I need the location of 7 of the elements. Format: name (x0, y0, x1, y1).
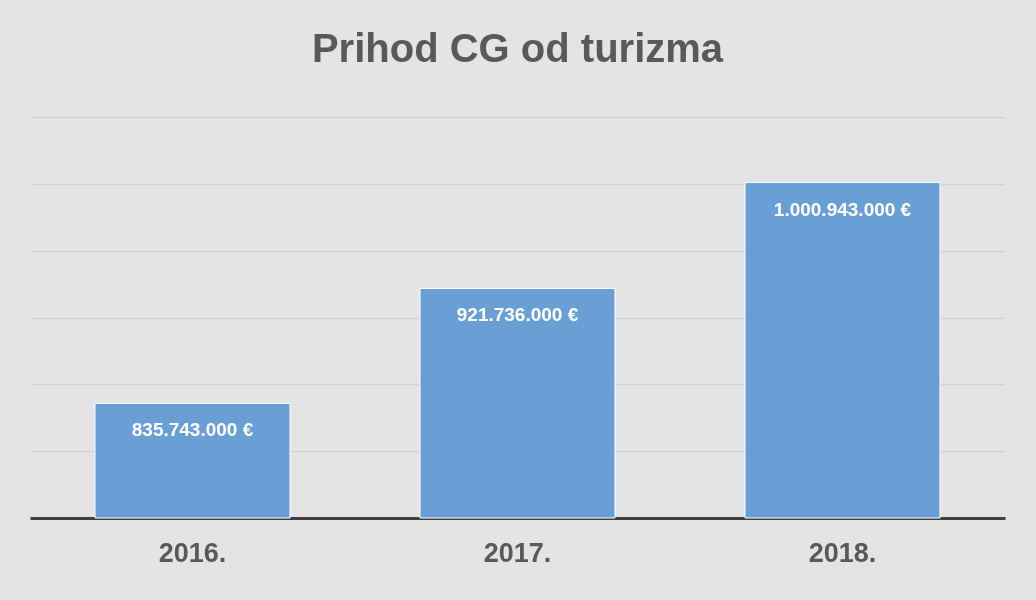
data-label: 921.736.000 € (456, 304, 579, 326)
chart-title: Prihod CG od turizma (311, 26, 724, 70)
x-tick-label: 2018. (808, 537, 877, 568)
x-tick-label: 2016. (158, 537, 227, 568)
data-label: 835.743.000 € (131, 419, 254, 441)
x-tick-label: 2017. (483, 537, 552, 568)
data-label: 1.000.943.000 € (773, 198, 912, 220)
